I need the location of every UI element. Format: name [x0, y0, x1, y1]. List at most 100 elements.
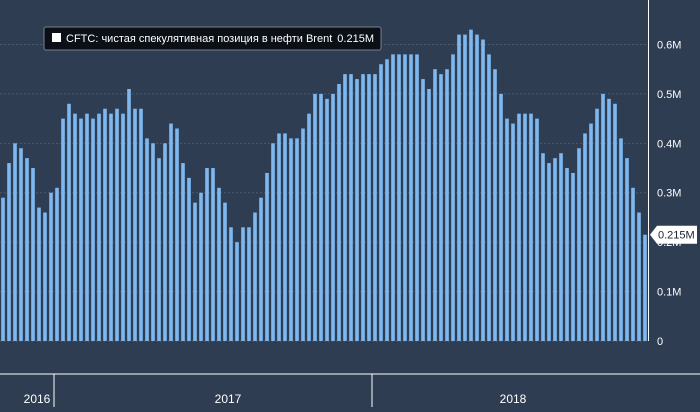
bar	[295, 138, 299, 341]
bar	[565, 168, 569, 341]
bar	[559, 153, 563, 341]
bar	[613, 103, 617, 341]
bar	[391, 54, 395, 342]
bar	[439, 74, 443, 341]
legend-label: CFTC: чистая спекулятивная позиция в неф…	[66, 33, 332, 45]
bar	[49, 192, 53, 341]
bar	[211, 168, 215, 341]
bar	[577, 148, 581, 341]
bar	[397, 54, 401, 342]
bar	[451, 54, 455, 342]
bar	[619, 138, 623, 341]
bar	[157, 158, 161, 341]
legend-last-value: 0.215M	[337, 33, 374, 45]
y-tick-label: 0	[657, 336, 663, 348]
x-tick-label: 2018	[500, 392, 527, 406]
legend-swatch	[52, 33, 61, 42]
bar	[61, 118, 65, 341]
bar	[409, 54, 413, 342]
bar	[193, 202, 197, 341]
bar	[475, 34, 479, 342]
bar	[247, 227, 251, 341]
bar	[571, 172, 575, 341]
bar	[121, 113, 125, 341]
bar	[595, 108, 599, 341]
bar	[505, 118, 509, 341]
bar	[367, 74, 371, 341]
bar	[25, 158, 29, 341]
bar	[331, 93, 335, 342]
bar	[541, 153, 545, 341]
bar	[199, 192, 203, 341]
bar	[139, 108, 143, 341]
bars	[1, 29, 647, 342]
bar	[493, 69, 497, 341]
bar	[217, 187, 221, 341]
bar	[307, 113, 311, 341]
y-tick-label: 0.3M	[657, 188, 681, 200]
bar	[313, 93, 317, 342]
bar	[445, 69, 449, 341]
bar	[235, 242, 239, 341]
bar	[403, 54, 407, 342]
bar	[175, 128, 179, 341]
bar	[289, 138, 293, 341]
bar	[127, 88, 131, 342]
bar	[43, 212, 47, 341]
bar	[151, 143, 155, 341]
bar	[253, 212, 257, 341]
bar	[205, 168, 209, 341]
bar	[91, 118, 95, 341]
x-axis-band	[0, 374, 700, 407]
bar	[355, 79, 359, 341]
x-tick-label: 2016	[24, 392, 51, 406]
bar	[85, 113, 89, 341]
bar	[241, 227, 245, 341]
bar	[115, 108, 119, 341]
bar	[37, 207, 41, 341]
bar	[133, 108, 137, 341]
bar	[103, 108, 107, 341]
bar	[457, 34, 461, 342]
bar	[277, 133, 281, 341]
bar	[1, 197, 5, 341]
bar	[7, 163, 11, 341]
bar	[469, 29, 473, 342]
bar	[535, 118, 539, 341]
legend: CFTC: чистая спекулятивная позиция в неф…	[43, 26, 382, 51]
bar	[163, 143, 167, 341]
bar	[31, 168, 35, 341]
bar	[463, 34, 467, 342]
bar	[433, 69, 437, 341]
bar	[553, 158, 557, 341]
bar	[319, 93, 323, 342]
bar	[349, 74, 353, 341]
bar	[415, 54, 419, 342]
y-tick-label: 0.1M	[657, 287, 681, 299]
x-tick-label: 2017	[215, 392, 242, 406]
bar	[517, 113, 521, 341]
bar	[79, 118, 83, 341]
bar	[223, 202, 227, 341]
bar	[169, 123, 173, 341]
bar	[265, 172, 269, 341]
y-tick-label: 0.6M	[657, 39, 681, 51]
y-tick-label: 0.5M	[657, 89, 681, 101]
bar	[643, 234, 647, 341]
last-value-tag-shape	[650, 225, 697, 244]
bar	[325, 98, 329, 341]
bar	[583, 133, 587, 341]
bar	[109, 113, 113, 341]
grid	[0, 43, 648, 342]
bar	[631, 187, 635, 341]
bar	[481, 39, 485, 341]
bar	[181, 163, 185, 341]
bar	[343, 74, 347, 341]
last-value-tag-text: 0.215M	[658, 230, 695, 242]
bar	[361, 74, 365, 341]
bar	[229, 227, 233, 341]
bar	[511, 123, 515, 341]
bar	[271, 143, 275, 341]
bar	[19, 148, 23, 341]
